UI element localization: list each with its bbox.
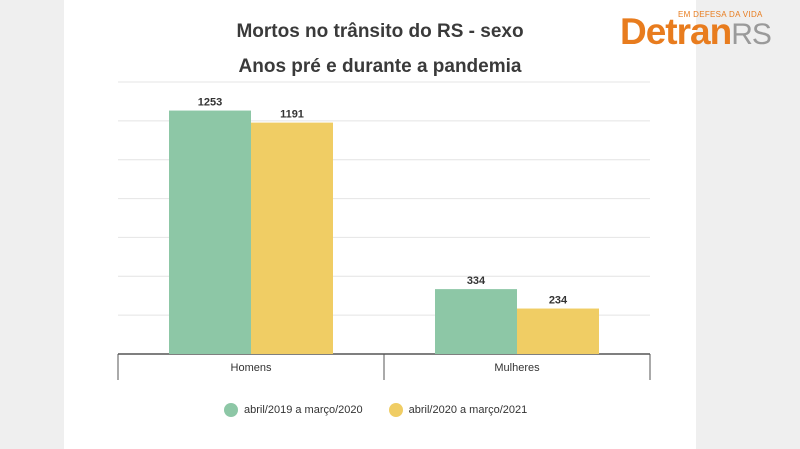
bar-homens-series-2: [251, 122, 333, 354]
chart-legend: abril/2019 a março/2020 abril/2020 a mar…: [224, 400, 553, 420]
logo-wordmark: DetranRS: [620, 11, 772, 55]
legend-item-series-1: abril/2019 a março/2020: [224, 403, 363, 417]
chart-title: Mortos no trânsito do RS - sexo: [236, 21, 524, 42]
bar-mulheres-series-1: [435, 289, 517, 354]
logo-word-main: Detran: [620, 11, 732, 52]
logo-tagline: EM DEFESA DA VIDA: [678, 10, 763, 19]
legend-label-series-1: abril/2019 a março/2020: [244, 404, 363, 416]
legend-item-series-2: abril/2020 a março/2021: [388, 403, 528, 417]
data-label-homens-series-2: 1191: [280, 109, 304, 121]
bar-homens-series-1: [169, 110, 251, 354]
legend-swatch-series-2: [388, 403, 403, 417]
data-label-mulheres-series-1: 334: [467, 275, 486, 287]
chart-subtitle: Anos pré e durante a pandemia: [238, 56, 522, 77]
category-label-mulheres: Mulheres: [494, 362, 540, 374]
data-label-mulheres-series-2: 234: [549, 295, 568, 307]
legend-label-series-2: abril/2020 a março/2021: [408, 404, 528, 416]
detran-logo: EM DEFESA DA VIDA DetranRS: [620, 10, 796, 52]
logo-word-suffix: RS: [731, 18, 772, 51]
bar-mulheres-series-2: [517, 308, 599, 354]
legend-swatch-series-1: [224, 403, 238, 417]
data-label-homens-series-1: 1253: [198, 97, 222, 109]
category-label-homens: Homens: [231, 362, 272, 374]
